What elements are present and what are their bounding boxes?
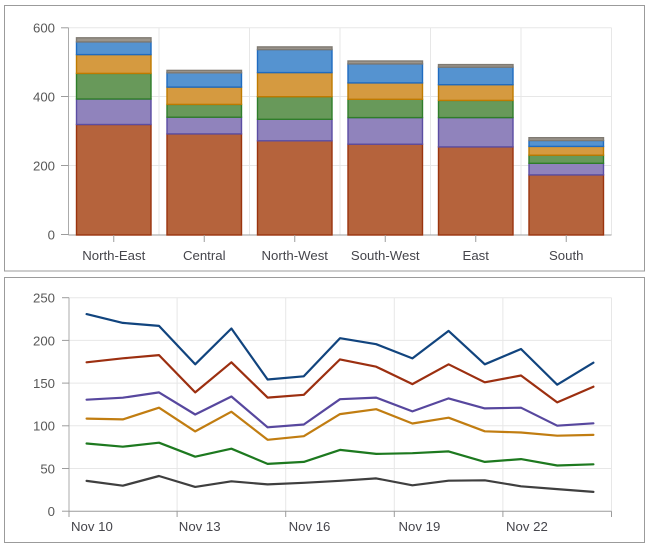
- svg-text:100: 100: [33, 419, 55, 434]
- svg-text:South: South: [549, 248, 583, 263]
- svg-text:50: 50: [40, 461, 55, 476]
- svg-text:150: 150: [33, 376, 55, 391]
- svg-text:0: 0: [48, 227, 55, 242]
- svg-text:Nov 13: Nov 13: [179, 519, 221, 534]
- svg-text:Nov 16: Nov 16: [289, 519, 331, 534]
- svg-text:250: 250: [33, 291, 55, 306]
- svg-text:600: 600: [33, 21, 55, 36]
- svg-text:Nov 10: Nov 10: [71, 519, 113, 534]
- svg-text:Central: Central: [183, 248, 226, 263]
- svg-text:Nov 22: Nov 22: [506, 519, 548, 534]
- svg-text:0: 0: [48, 504, 55, 519]
- svg-text:South-West: South-West: [351, 248, 420, 263]
- svg-text:East: East: [463, 248, 490, 263]
- svg-text:200: 200: [33, 158, 55, 173]
- svg-text:400: 400: [33, 89, 55, 104]
- svg-text:Nov 19: Nov 19: [399, 519, 441, 534]
- svg-text:North-West: North-West: [262, 248, 329, 263]
- svg-text:200: 200: [33, 333, 55, 348]
- svg-text:North-East: North-East: [82, 248, 145, 263]
